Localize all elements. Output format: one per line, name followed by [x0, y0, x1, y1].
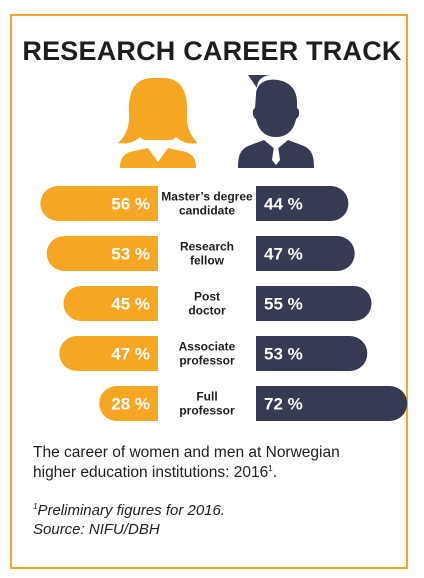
bar-men-0 — [256, 186, 349, 221]
page-title: RESEARCH CAREER TRACK — [22, 36, 402, 66]
bar-men-label-4: 72 % — [264, 395, 303, 414]
bar-women-label-2: 45 % — [111, 295, 150, 314]
bar-women-label-4: 28 % — [111, 395, 150, 414]
bar-men-1 — [256, 236, 355, 271]
bar-women-2 — [63, 286, 158, 321]
category-label-0-line-1: candidate — [179, 204, 235, 218]
category-label-1-line-0: Research — [180, 240, 234, 254]
footnote: 1Preliminary figures for 2016. Source: N… — [33, 501, 383, 539]
category-label-2-line-1: doctor — [188, 304, 226, 318]
bar-men-label-2: 55 % — [264, 295, 303, 314]
bar-women-0 — [40, 186, 158, 221]
category-label-4-line-1: professor — [179, 404, 235, 418]
category-label-3-line-0: Associate — [179, 340, 236, 354]
category-label-2-line-0: Post — [194, 290, 220, 304]
caption-text: The career of women and men at Norwegian… — [33, 444, 340, 481]
bar-men-label-1: 47 % — [264, 245, 303, 264]
man-silhouette-icon — [238, 75, 314, 168]
woman-silhouette-icon — [118, 78, 198, 168]
bar-men-label-0: 44 % — [264, 195, 303, 214]
category-label-0-line-0: Master’s degree — [161, 190, 253, 204]
footnote-text: Preliminary figures for 2016. — [37, 502, 226, 519]
bar-men-label-3: 53 % — [264, 345, 303, 364]
caption-suffix: . — [272, 464, 278, 481]
bar-women-label-3: 47 % — [111, 345, 150, 364]
category-label-4-line-0: Full — [196, 390, 217, 404]
bar-men-3 — [256, 336, 368, 371]
footnote-line-1: 1Preliminary figures for 2016. — [33, 501, 383, 520]
category-label-1-line-1: fellow — [190, 254, 225, 268]
chart-caption: The career of women and men at Norwegian… — [33, 443, 383, 483]
category-label-3-line-1: professor — [179, 354, 235, 368]
caption-superscript: 1 — [268, 463, 273, 473]
bar-men-4 — [256, 386, 408, 421]
bar-women-3 — [59, 336, 159, 371]
bar-women-1 — [46, 236, 158, 271]
footnote-marker: 1 — [33, 502, 38, 511]
bar-women-label-1: 53 % — [111, 245, 150, 264]
bar-women-label-0: 56 % — [111, 195, 150, 214]
footnote-source: Source: NIFU/DBH — [33, 521, 160, 538]
bar-men-2 — [256, 286, 372, 321]
bar-women-4 — [99, 386, 158, 421]
